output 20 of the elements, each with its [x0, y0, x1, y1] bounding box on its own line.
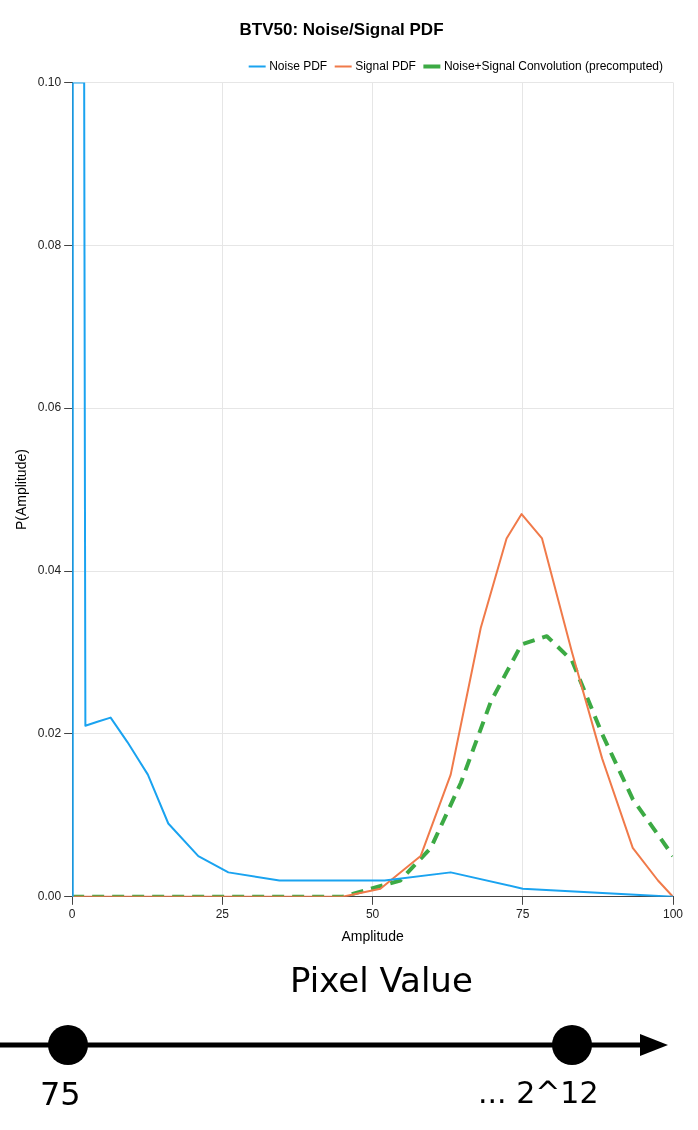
legend-label: Signal PDF [355, 58, 416, 73]
legend-label: Noise+Signal Convolution (precomputed) [443, 58, 663, 73]
y-tick-label: 0.10 [37, 74, 62, 89]
x-tick-label: 75 [516, 907, 530, 922]
text: 75 [40, 1075, 81, 1113]
y-tick-label: 0.02 [37, 726, 62, 741]
text: ... 2^12 [478, 1075, 599, 1110]
x-tick-label: 25 [215, 907, 230, 922]
x-tick-label: 100 [662, 907, 684, 922]
x-axis-title: Amplitude [341, 928, 404, 945]
x-tick-label: 50 [365, 907, 380, 922]
legend-label: Noise PDF [269, 58, 328, 73]
y-axis-title: P(Amplitude) [13, 449, 30, 531]
y-tick-label: 0.06 [37, 400, 62, 415]
y-tick-label: 0.08 [37, 237, 62, 252]
chart-title: BTV50: Noise/Signal PDF [239, 19, 444, 39]
text: Pixel Value [290, 960, 473, 1000]
y-tick-label: 0.04 [37, 563, 62, 578]
x-tick-label: 0 [68, 907, 76, 922]
y-tick-label: 0.00 [37, 889, 62, 904]
